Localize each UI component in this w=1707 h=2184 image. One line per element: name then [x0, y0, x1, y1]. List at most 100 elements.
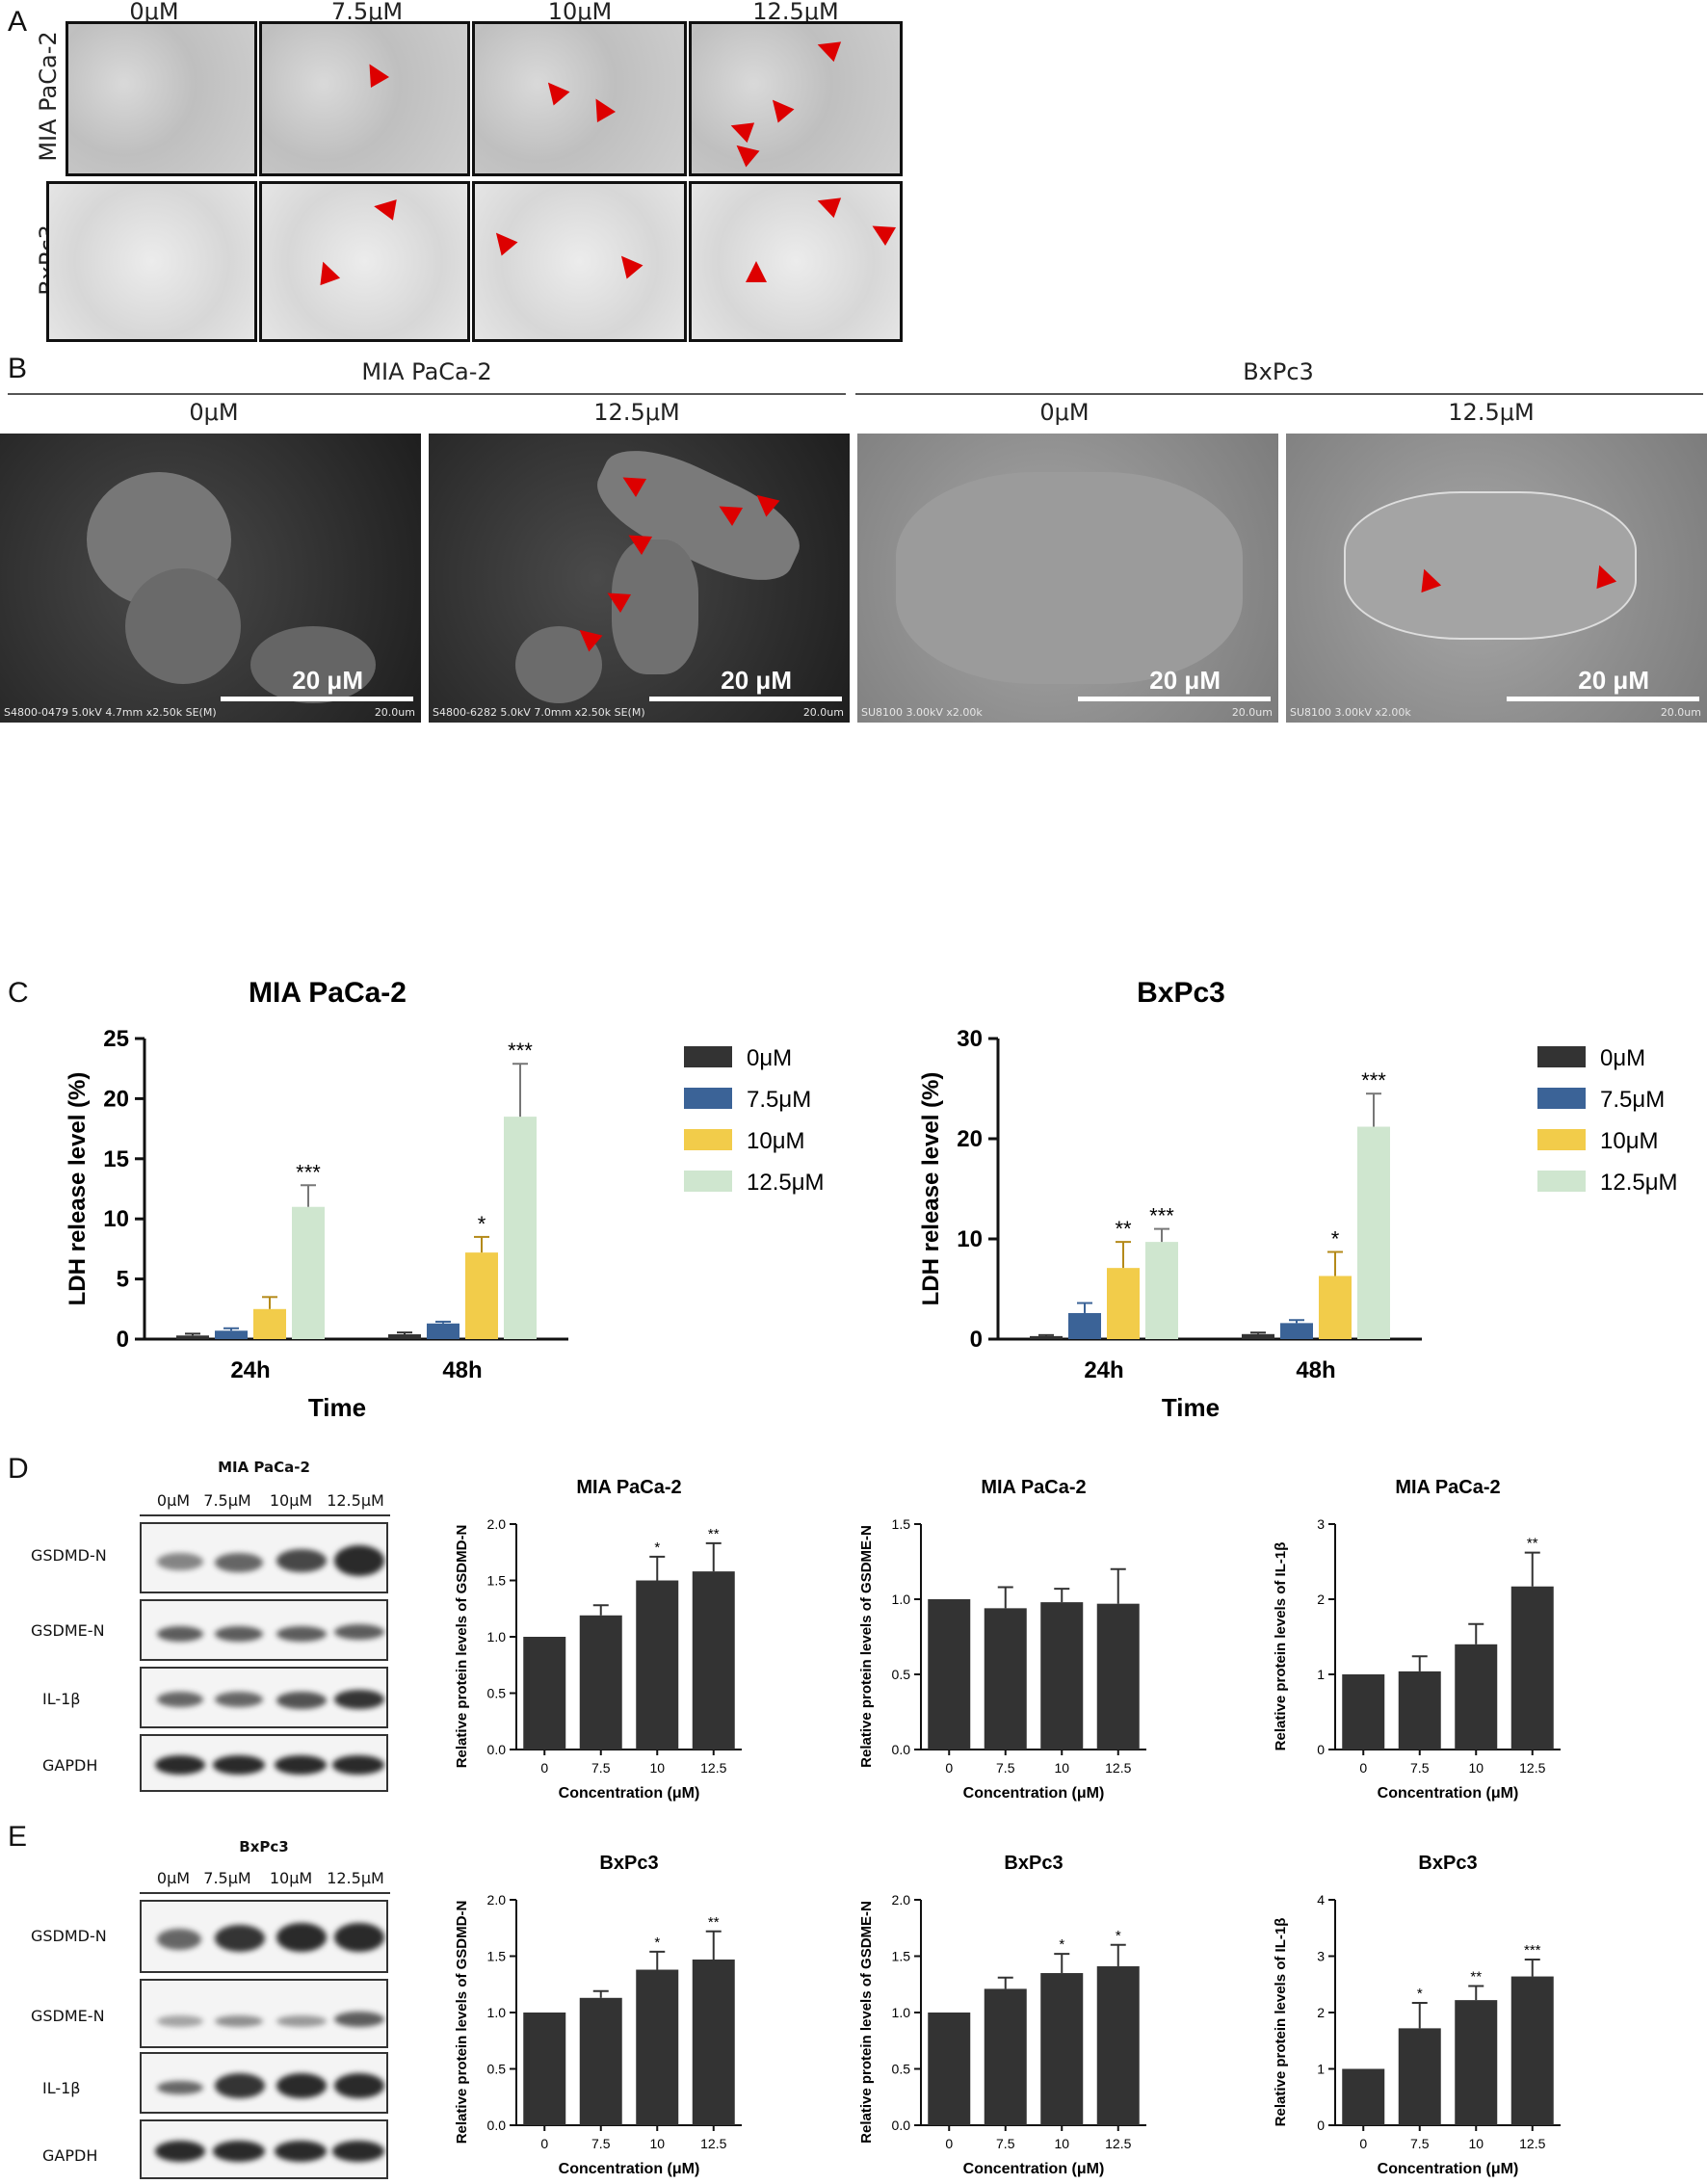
bar — [1398, 2028, 1441, 2125]
legend-label: 10μM — [1600, 1128, 1659, 1154]
x-tick-label: 12.5 — [1519, 1760, 1545, 1776]
chart-c1: MIA PaCa-2 0 5 10 15 20 25 LDH release level (%… — [65, 977, 825, 1422]
x-axis-label: Concentration (μM) — [559, 2161, 700, 2177]
legend-swatch — [1537, 1171, 1586, 1192]
x-tick-label: 10 — [1054, 1760, 1069, 1776]
bar-0M — [1030, 1335, 1063, 1339]
bar — [523, 2013, 566, 2125]
sem-cell — [896, 472, 1243, 684]
y-tick-label: 3 — [1317, 1516, 1325, 1532]
chart-title: MIA PaCa-2 — [249, 977, 407, 1009]
bar-75M — [1068, 1312, 1101, 1339]
bar — [579, 1615, 622, 1750]
y-tick-label: 15 — [103, 1146, 129, 1172]
legend-label: 0μM — [747, 1045, 792, 1071]
panel-a-letter: A — [8, 6, 28, 38]
blot-d-title: MIA PaCa-2 — [218, 1459, 310, 1476]
blot-e-protein-0: GSDMD-N — [31, 1927, 107, 1945]
sem-scalebar — [649, 697, 842, 701]
significance-label: * — [478, 1212, 486, 1236]
panel-b-conc-0: 0μM — [189, 399, 239, 426]
y-tick-label: 1.5 — [487, 1949, 507, 1964]
x-tick-label: 24h — [1084, 1357, 1123, 1383]
micrograph-mia-0 — [66, 21, 257, 176]
x-tick-label: 12.5 — [1105, 1760, 1131, 1776]
micrograph-mia-75 — [259, 21, 470, 176]
x-tick-label: 7.5 — [1410, 1760, 1430, 1776]
legend-label: 12.5μM — [1600, 1170, 1678, 1196]
bar-10M — [1319, 1276, 1352, 1339]
legend-swatch — [684, 1046, 732, 1067]
bar-125M — [1145, 1242, 1178, 1339]
legend-swatch — [684, 1171, 732, 1192]
blot-e-gsdme — [140, 1979, 388, 2048]
legend-label: 7.5μM — [1600, 1087, 1665, 1113]
legend-swatch — [684, 1088, 732, 1109]
blot-d-gsdmd — [140, 1522, 388, 1593]
panel-d-letter: D — [8, 1453, 29, 1485]
blot-d-lane-3: 12.5μM — [327, 1491, 384, 1510]
y-tick-label: 0 — [1317, 2118, 1325, 2133]
x-axis-label: Concentration (μM) — [1378, 1785, 1519, 1802]
blot-d-lane-1: 7.5μM — [203, 1491, 251, 1510]
x-tick-label: 7.5 — [996, 2136, 1015, 2151]
sem-scale-text: 20.0um — [802, 706, 844, 719]
blot-d-lane-rule — [140, 1514, 390, 1516]
bar — [984, 1988, 1027, 2125]
significance-label: ** — [708, 1526, 720, 1542]
chart-title: BxPc3 — [1418, 1853, 1477, 1874]
y-tick-label: 1.5 — [892, 1516, 911, 1532]
sem-cell — [250, 626, 376, 703]
chart-title: BxPc3 — [1137, 977, 1225, 1009]
y-tick-label: 1.5 — [892, 1949, 911, 1964]
panel-b-group-bx: BxPc3 — [1243, 358, 1314, 385]
panel-a-conc-3: 12.5μM — [752, 0, 839, 25]
sem-cell — [125, 568, 241, 684]
blot-e-protein-2: IL-1β — [42, 2079, 81, 2097]
x-tick-label: 7.5 — [1410, 2136, 1430, 2151]
bar-0M — [1242, 1333, 1274, 1339]
bar — [1510, 1976, 1554, 2125]
sem-bx-125: 20 μM SU8100 3.00kV x2.00k 20.0um — [1286, 434, 1707, 723]
significance-label: * — [1331, 1227, 1340, 1251]
significance-label: *** — [1524, 1942, 1541, 1959]
y-tick-label: 1.0 — [487, 2005, 507, 2020]
micrograph-mia-10 — [472, 21, 687, 176]
x-axis-label: Time — [308, 1393, 366, 1422]
blot-d-protein-0: GSDMD-N — [31, 1546, 107, 1565]
significance-label: * — [1417, 1986, 1423, 2002]
x-tick-label: 0 — [945, 1760, 953, 1776]
significance-label: ** — [1115, 1217, 1132, 1241]
bar-10M — [1107, 1268, 1140, 1339]
bar-125M — [292, 1206, 325, 1339]
x-tick-label: 7.5 — [591, 2136, 611, 2151]
sem-scalebar — [1507, 697, 1699, 701]
sem-scale-text: 20.0um — [1660, 706, 1701, 719]
bar — [636, 1580, 679, 1750]
x-tick-label: 24h — [230, 1357, 270, 1383]
arrow-icon — [866, 216, 897, 247]
significance-label: *** — [1361, 1068, 1386, 1092]
micrograph-bx-75 — [259, 181, 470, 342]
y-tick-label: 25 — [103, 1026, 129, 1052]
x-tick-label: 0 — [1359, 2136, 1367, 2151]
y-tick-label: 1 — [1317, 2062, 1325, 2077]
y-axis-label: Relative protein levels of GSDME-N — [858, 1525, 875, 1768]
blot-e-title: BxPc3 — [239, 1838, 289, 1855]
arrow-icon — [729, 137, 760, 168]
x-axis-label: Concentration (μM) — [963, 2161, 1105, 2177]
blot-e-lane-1: 7.5μM — [203, 1869, 251, 1887]
y-tick-label: 1.5 — [487, 1573, 507, 1589]
chart-title: MIA PaCa-2 — [981, 1477, 1086, 1498]
chart-d2: MIA PaCa-2 0.0 0.5 1.0 1.5 Relative protein l… — [858, 1477, 1146, 1802]
y-tick-label: 0.5 — [892, 1667, 911, 1682]
y-tick-label: 0 — [1317, 1742, 1325, 1757]
y-tick-label: 2.0 — [487, 1516, 507, 1532]
y-tick-label: 2.0 — [487, 1892, 507, 1908]
bar — [1096, 1603, 1140, 1750]
arrow-icon — [813, 190, 842, 219]
bar-0M — [176, 1335, 209, 1339]
y-axis-label: LDH release level (%) — [65, 1072, 91, 1306]
bar — [1510, 1586, 1554, 1750]
y-tick-label: 0.0 — [487, 1742, 507, 1757]
